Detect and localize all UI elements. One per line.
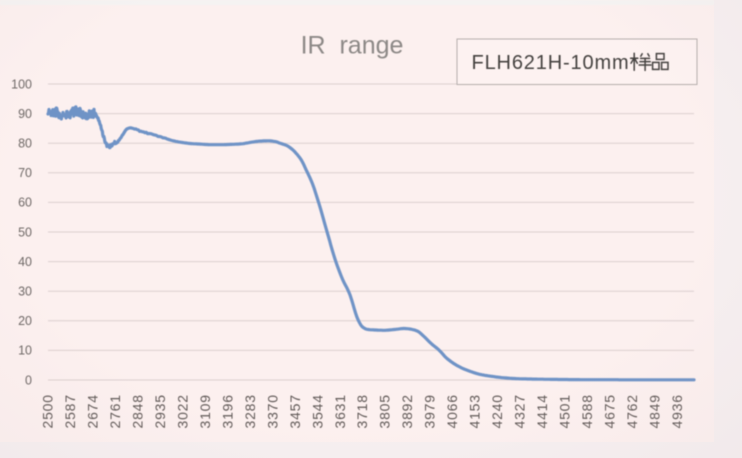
svg-text:3979: 3979: [422, 394, 438, 428]
svg-text:60: 60: [18, 196, 32, 210]
svg-text:3892: 3892: [399, 394, 415, 428]
svg-text:10: 10: [18, 344, 32, 358]
svg-text:3109: 3109: [197, 394, 213, 428]
svg-text:3805: 3805: [377, 394, 393, 428]
svg-text:2587: 2587: [62, 394, 78, 428]
svg-text:3631: 3631: [332, 394, 348, 428]
svg-text:4066: 4066: [444, 394, 460, 428]
svg-text:4936: 4936: [669, 394, 685, 428]
svg-text:4153: 4153: [467, 394, 483, 428]
svg-text:40: 40: [18, 255, 32, 269]
svg-text:4588: 4588: [579, 394, 595, 428]
svg-text:4849: 4849: [647, 394, 663, 428]
svg-text:2848: 2848: [129, 394, 145, 428]
svg-text:IR range: IR range: [301, 32, 404, 60]
svg-text:3544: 3544: [309, 394, 325, 428]
svg-text:3283: 3283: [242, 394, 258, 428]
svg-text:0: 0: [25, 373, 32, 387]
svg-text:4240: 4240: [489, 394, 505, 428]
svg-text:2500: 2500: [40, 394, 56, 428]
svg-text:4414: 4414: [534, 394, 550, 428]
svg-text:3457: 3457: [287, 394, 303, 428]
svg-text:100: 100: [11, 77, 32, 91]
svg-text:2935: 2935: [152, 394, 168, 428]
svg-text:50: 50: [18, 225, 32, 239]
svg-text:4501: 4501: [557, 394, 573, 428]
svg-text:30: 30: [18, 285, 32, 299]
svg-text:4762: 4762: [624, 394, 640, 428]
svg-text:90: 90: [18, 107, 32, 121]
svg-text:3370: 3370: [264, 394, 280, 428]
svg-text:4675: 4675: [602, 394, 618, 428]
svg-text:3196: 3196: [219, 394, 235, 428]
svg-text:20: 20: [18, 314, 32, 328]
svg-text:70: 70: [18, 166, 32, 180]
svg-text:4327: 4327: [512, 394, 528, 428]
svg-text:3718: 3718: [354, 394, 370, 428]
svg-text:FLH621H-10mm: FLH621H-10mm: [472, 52, 630, 74]
svg-text:2674: 2674: [85, 394, 101, 428]
svg-text:2761: 2761: [107, 394, 123, 428]
svg-text:80: 80: [18, 137, 32, 151]
svg-text:3022: 3022: [174, 394, 190, 428]
